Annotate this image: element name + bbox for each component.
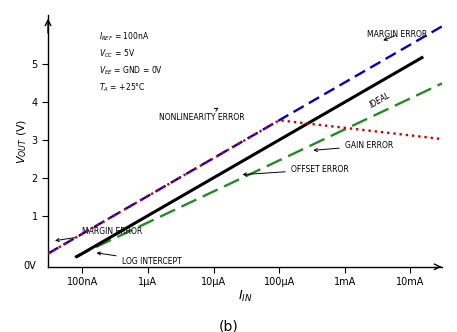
- Text: LOG INTERCEPT: LOG INTERCEPT: [98, 252, 181, 266]
- Text: (b): (b): [218, 319, 239, 332]
- Text: GAIN ERROR: GAIN ERROR: [314, 141, 393, 151]
- Text: MARGIN ERROR: MARGIN ERROR: [56, 227, 143, 242]
- Text: IDEAL: IDEAL: [368, 91, 393, 110]
- Y-axis label: $V_{OUT}$ (V): $V_{OUT}$ (V): [15, 118, 29, 164]
- Text: OFFSET ERROR: OFFSET ERROR: [244, 165, 349, 176]
- Text: $I_{REF}$ = 100nA
$V_{CC}$ = 5V
$V_{EE}$ = GND = 0V
$T_A$ = +25°C: $I_{REF}$ = 100nA $V_{CC}$ = 5V $V_{EE}$…: [99, 30, 163, 94]
- X-axis label: $I_{IN}$: $I_{IN}$: [238, 289, 252, 304]
- Text: 0V: 0V: [23, 261, 36, 271]
- Text: NONLINEARITY ERROR: NONLINEARITY ERROR: [159, 108, 245, 122]
- Text: MARGIN ERROR: MARGIN ERROR: [367, 30, 428, 40]
